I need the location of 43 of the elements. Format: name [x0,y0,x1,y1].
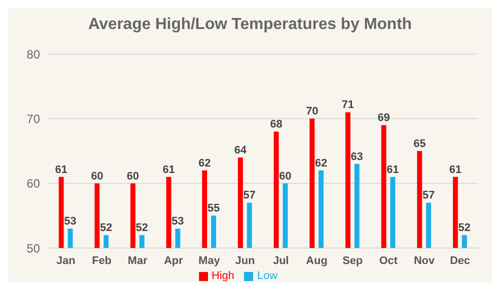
data-label: 65 [413,138,426,150]
data-label: 71 [342,99,354,112]
x-tick-label: Jan [56,254,76,267]
data-label: 52 [100,222,112,234]
legend-label: Low [257,270,278,282]
chart-title: Average High/Low Temperatures by Month [87,15,413,35]
data-label: 60 [126,170,140,182]
legend-label: High [212,270,234,282]
x-tick-label: Jul [272,254,289,267]
x-tick-label: Dec [450,254,470,267]
data-label: 70 [306,106,318,118]
data-label: 61 [386,164,399,176]
data-label: 61 [449,164,462,176]
x-tick-label: Nov [414,254,436,267]
data-label: 62 [198,157,211,170]
data-label: 52 [458,222,471,234]
data-label: 60 [279,170,292,182]
data-label: 57 [422,190,435,202]
x-tick-label: Feb [92,254,112,267]
data-label: 64 [234,144,248,156]
x-tick-label: Jun [235,254,256,267]
data-label: 60 [90,170,104,182]
data-label: 57 [243,190,256,202]
data-label: 53 [64,216,76,228]
y-tick-label: 70 [26,112,40,126]
data-label: 53 [172,216,184,228]
x-tick-label: May [198,254,221,267]
data-label: 55 [207,202,220,215]
y-tick-label: 50 [26,241,40,256]
data-label: 69 [378,112,390,124]
x-tick-label: Mar [128,254,148,267]
y-tick-label: 60 [26,176,40,191]
data-label: 61 [162,164,175,176]
data-label: 62 [314,157,328,170]
data-label: 63 [350,150,364,163]
x-tick-label: Aug [306,254,328,267]
y-tick-label: 80 [26,47,40,62]
data-label: 68 [270,118,282,131]
data-label: 52 [136,222,148,234]
x-tick-label: Sep [342,254,363,267]
data-label: 61 [55,164,68,176]
x-tick-label: Oct [379,254,398,267]
x-tick-label: Apr [164,254,184,267]
